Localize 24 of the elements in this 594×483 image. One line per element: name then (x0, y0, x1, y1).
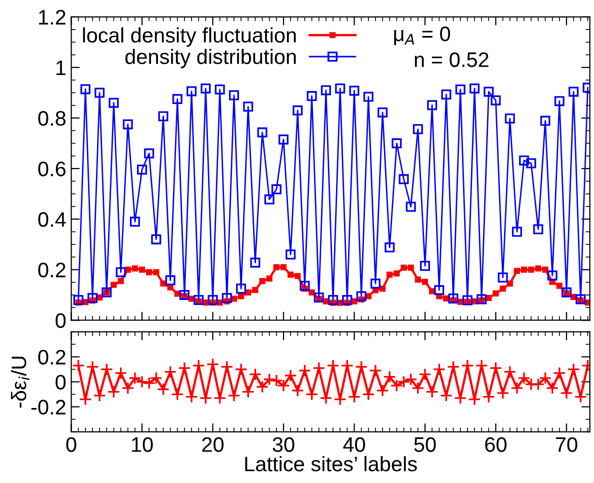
y-tick-label: 0.8 (38, 111, 66, 126)
x-tick-label: 0 (66, 437, 76, 452)
y-tick-label: -0.2 (31, 400, 66, 415)
x-tick-label: 60 (485, 437, 507, 452)
x-tick-label: 10 (132, 437, 153, 452)
x-tick-label: 70 (556, 437, 578, 452)
y-tick-label: 0 (56, 374, 66, 390)
x-axis-title: Lattice sites’ labels (245, 456, 417, 472)
y-tick-label: 0.6 (38, 162, 66, 176)
x-tick-label: 20 (202, 437, 224, 452)
x-tick-label: 40 (343, 437, 366, 452)
annotation: μ$_{A}$ = 0 (394, 26, 450, 46)
x-tick-label: 30 (272, 437, 294, 452)
annotation: n = 0.52 (414, 52, 488, 68)
x-tick-label: 50 (414, 437, 436, 452)
y-tick-label: 0 (56, 313, 66, 328)
y-tick-label: 1.2 (39, 10, 66, 24)
y-tick-label: 1 (56, 60, 66, 76)
y-tick-label: 0.4 (38, 212, 66, 227)
y-axis-title: -δε$_{i}$/U (10, 356, 30, 408)
y-tick-label: 0.2 (38, 350, 66, 365)
y-tick-label: 0.2 (38, 262, 66, 278)
legend-label: local density fluctuation (83, 27, 296, 47)
legend-label: density distribution (125, 48, 296, 68)
